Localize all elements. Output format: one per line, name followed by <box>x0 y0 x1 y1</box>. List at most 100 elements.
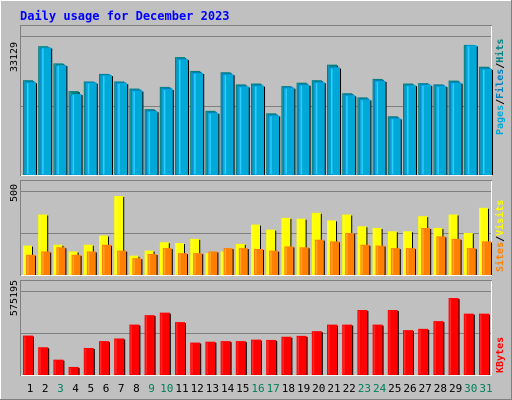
visits-sites-bar <box>41 251 52 275</box>
visits-sites-bar <box>360 244 371 275</box>
kbytes-kbytes-bar <box>99 341 110 375</box>
x-tick-label: 22 <box>343 382 356 395</box>
visits-sites-bar <box>436 236 447 275</box>
visits-visits-bar <box>114 196 125 275</box>
kbytes-kbytes-bar <box>418 328 430 375</box>
kbytes-ymax-label: 575195 <box>9 280 20 316</box>
x-tick-label: 9 <box>148 382 155 395</box>
kbytes-kbytes-bar <box>129 324 141 375</box>
hits-pages-bar <box>284 87 296 175</box>
kbytes-kbytes-bar <box>220 341 232 375</box>
chart-title: Daily usage for December 2023 <box>20 9 230 23</box>
visits-ymax-label: 500 <box>9 184 20 202</box>
x-tick-label: 19 <box>297 382 310 395</box>
hits-pages-bar <box>375 81 387 175</box>
x-tick-label: 21 <box>327 382 340 395</box>
visits-sites-bar <box>102 244 112 275</box>
kbytes-kbytes-bar <box>296 335 308 375</box>
x-tick-label: 14 <box>221 382 235 395</box>
visits-sites-bar <box>345 233 356 275</box>
legend-visits-panel: Sites/Visits <box>494 200 506 272</box>
kbytes-kbytes-bar <box>266 339 278 375</box>
x-tick-label: 11 <box>175 382 188 395</box>
kbytes-kbytes-bar <box>23 335 34 375</box>
x-tick-label: 7 <box>118 382 125 395</box>
kbytes-kbytes-bar <box>159 312 171 375</box>
hits-pages-bar <box>451 82 463 175</box>
hits-pages-bar <box>345 95 357 175</box>
kbytes-kbytes-bar <box>190 342 202 375</box>
x-tick-label: 10 <box>160 382 173 395</box>
kbytes-kbytes-bar <box>433 321 445 375</box>
hits-pages-bar <box>238 86 250 175</box>
kbytes-kbytes-bar <box>357 310 369 375</box>
hits-pages-bar <box>421 84 433 175</box>
hits-pages-bar <box>436 86 448 175</box>
x-tick-label: 6 <box>103 382 110 395</box>
legend-hits-panel: Pages/Files/Hits <box>494 39 506 135</box>
x-tick-label: 23 <box>358 382 371 395</box>
x-tick-label: 24 <box>373 382 387 395</box>
kbytes-kbytes-bar <box>448 298 460 375</box>
hits-pages-bar <box>482 68 493 175</box>
visits-sites-bar <box>193 253 204 275</box>
x-tick-label: 13 <box>206 382 219 395</box>
hits-pages-bar <box>254 85 265 175</box>
legend-visits: Visits <box>494 200 506 236</box>
visits-sites-bar <box>390 248 401 275</box>
hits-pages-bar <box>193 73 205 175</box>
visits-sites-bar <box>26 254 36 275</box>
hits-pages-bar <box>102 75 113 175</box>
x-tick-label: 17 <box>267 382 280 395</box>
visits-sites-bar <box>254 248 264 275</box>
kbytes-kbytes-bar <box>281 336 293 375</box>
hits-pages-bar <box>56 65 68 175</box>
x-tick-label: 4 <box>72 382 79 395</box>
hits-pages-bar <box>132 90 144 175</box>
visits-sites-bar <box>421 227 432 275</box>
hits-pages-bar <box>26 82 37 175</box>
x-tick-label: 18 <box>282 382 295 395</box>
hits-pages-bar <box>330 67 341 175</box>
visits-sites-bar <box>132 258 143 275</box>
visits-sites-bar <box>238 248 249 275</box>
x-tick-label: 15 <box>236 382 249 395</box>
kbytes-kbytes-bar <box>463 313 475 375</box>
x-tick-label: 27 <box>419 382 432 395</box>
visits-sites-bar <box>482 241 492 275</box>
kbytes-kbytes-bar <box>251 339 262 375</box>
legend-pages: Pages <box>495 105 506 135</box>
hits-pages-bar <box>208 112 220 175</box>
kbytes-kbytes-bar <box>311 331 323 375</box>
hits-pages-bar <box>178 59 189 175</box>
x-tick-label: 20 <box>312 382 325 395</box>
hits-ymax-label: 33129 <box>9 42 20 72</box>
x-tick-label: 12 <box>191 382 204 395</box>
kbytes-kbytes-bar <box>205 341 217 375</box>
visits-sites-bar <box>147 254 158 275</box>
kbytes-kbytes-bar <box>38 347 50 375</box>
hits-pages-bar <box>147 111 159 175</box>
legend-kbytes: KBytes <box>495 337 506 373</box>
visits-sites-bar <box>406 248 416 275</box>
x-tick-label: 16 <box>251 382 264 395</box>
hits-pages-bar <box>269 115 281 175</box>
legend-files: Files <box>494 69 506 99</box>
visits-visits-bar <box>38 214 49 275</box>
kbytes-kbytes-bar <box>53 359 65 375</box>
visits-sites-bar <box>284 246 295 275</box>
hits-pages-bar <box>360 99 372 175</box>
x-tick-label: 29 <box>449 382 462 395</box>
x-tick-label: 31 <box>479 382 492 395</box>
kbytes-kbytes-bar <box>83 347 95 375</box>
hits-pages-bar <box>466 45 478 175</box>
kbytes-kbytes-bar <box>114 338 126 375</box>
hits-pages-bar <box>223 74 235 175</box>
hits-pages-bar <box>162 88 174 175</box>
hits-pages-bar <box>406 85 417 175</box>
visits-sites-bar <box>223 248 234 275</box>
bars <box>23 44 493 375</box>
hits-pages-bar <box>314 82 326 175</box>
visits-sites-bar <box>71 254 82 275</box>
